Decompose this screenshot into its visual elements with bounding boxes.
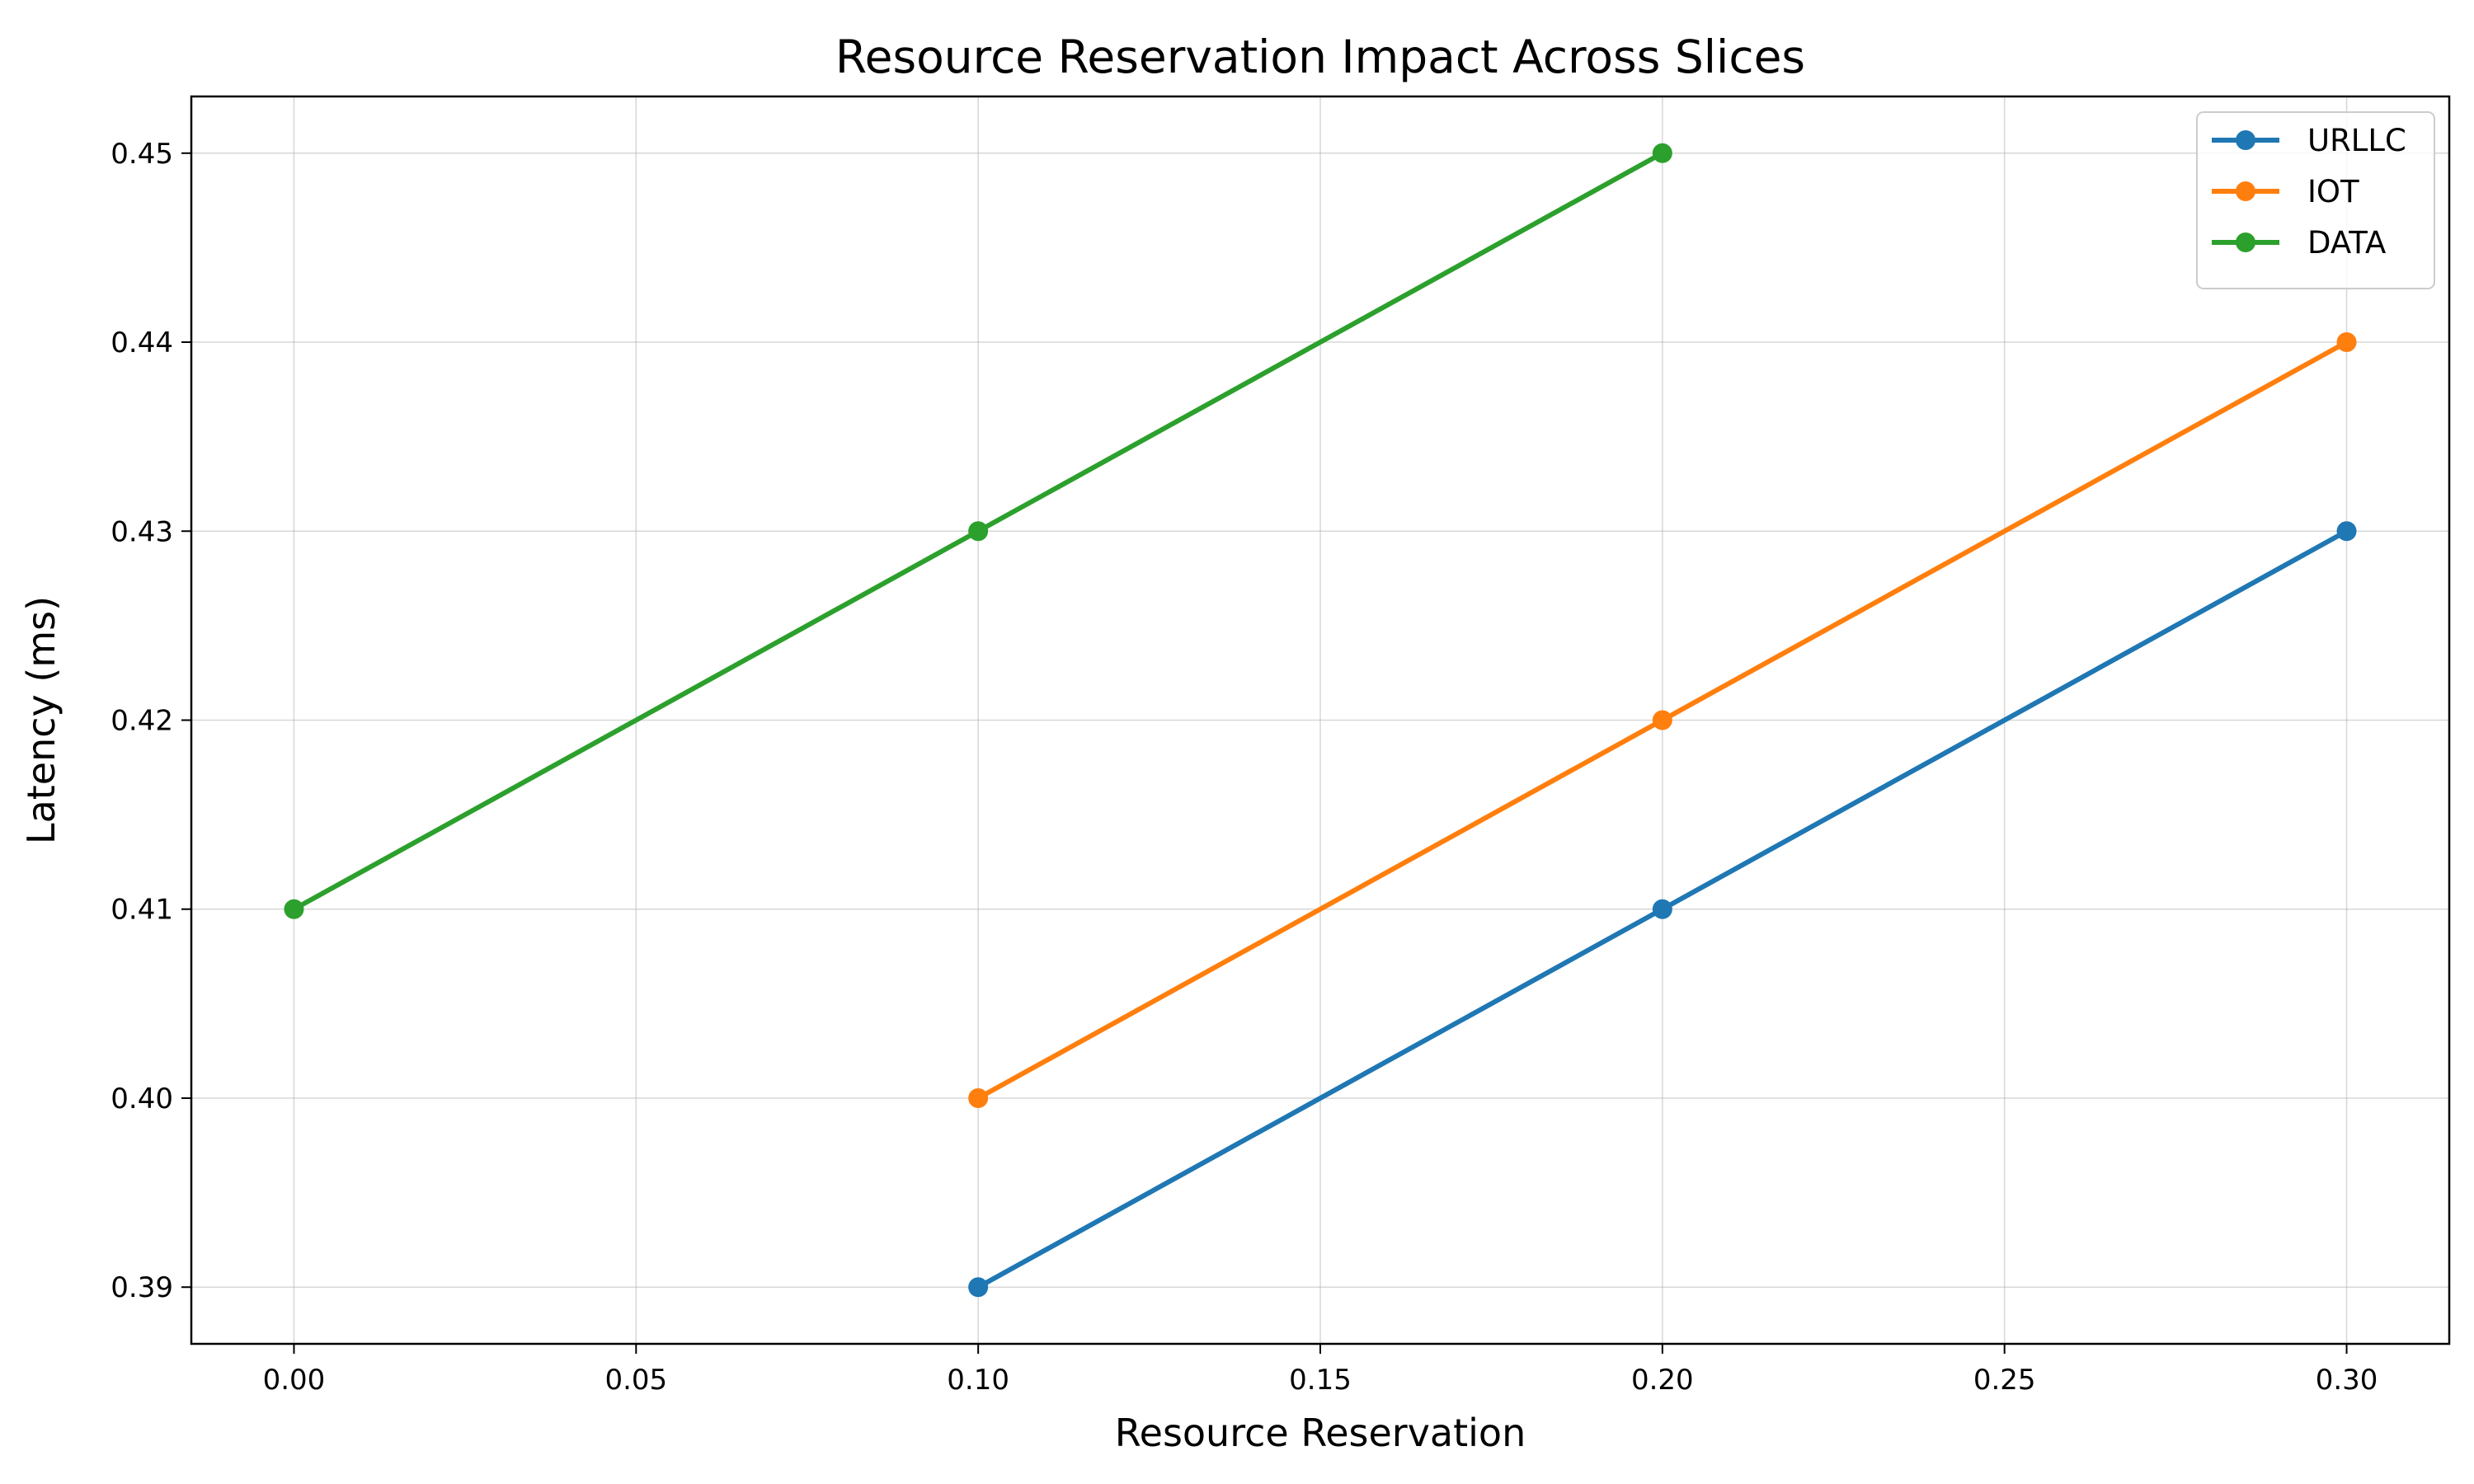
y-tick-label: 0.40 — [111, 1082, 173, 1115]
legend-swatch-marker — [2236, 130, 2255, 150]
x-tick-label: 0.15 — [1289, 1364, 1352, 1397]
legend-item-urllc: URLLC — [2212, 123, 2406, 158]
data-point-data — [968, 521, 989, 542]
y-tick-label: 0.43 — [111, 515, 173, 548]
y-tick-label: 0.44 — [111, 326, 173, 359]
x-tick-label: 0.05 — [604, 1364, 667, 1397]
y-tick-label: 0.45 — [111, 138, 173, 171]
x-tick-label: 0.10 — [947, 1364, 1009, 1397]
y-tick-label: 0.39 — [111, 1271, 173, 1304]
legend-swatch-marker — [2236, 232, 2255, 252]
axes-ticks: 0.00 0.05 0.10 0.15 0.20 0.25 0.30 0.39 0.40 0.41… — [111, 138, 2378, 1397]
data-point-iot — [968, 1087, 989, 1108]
legend: URLLC IOT DATA — [2196, 111, 2435, 289]
x-tick-label: 0.20 — [1631, 1364, 1694, 1397]
chart-title: Resource Reservation Impact Across Slice… — [835, 31, 1805, 83]
legend-label: URLLC — [2307, 123, 2406, 158]
x-tick-label: 0.25 — [1973, 1364, 2036, 1397]
legend-item-iot: IOT — [2212, 174, 2359, 209]
data-point-urllc — [1652, 899, 1672, 919]
series-urllc — [968, 521, 2357, 1298]
data-point-data — [284, 899, 304, 919]
legend-label: DATA — [2307, 225, 2386, 261]
legend-swatch-marker — [2236, 181, 2255, 201]
data-point-urllc — [2336, 521, 2357, 542]
y-tick-label: 0.41 — [111, 894, 173, 927]
series-data — [284, 143, 1672, 919]
data-point-data — [1652, 143, 1672, 163]
data-point-urllc — [968, 1277, 989, 1298]
y-tick-label: 0.42 — [111, 705, 173, 738]
data-point-iot — [1652, 710, 1672, 730]
legend-label: IOT — [2307, 174, 2359, 209]
series-iot — [968, 332, 2357, 1108]
legend-item-data: DATA — [2212, 225, 2386, 261]
y-axis-label: Latency (ms) — [19, 596, 63, 844]
x-tick-label: 0.30 — [2316, 1364, 2378, 1397]
data-point-iot — [2336, 332, 2357, 353]
series-layer — [284, 143, 2357, 1298]
x-axis-label: Resource Reservation — [1115, 1411, 1526, 1455]
x-tick-label: 0.00 — [263, 1364, 326, 1397]
